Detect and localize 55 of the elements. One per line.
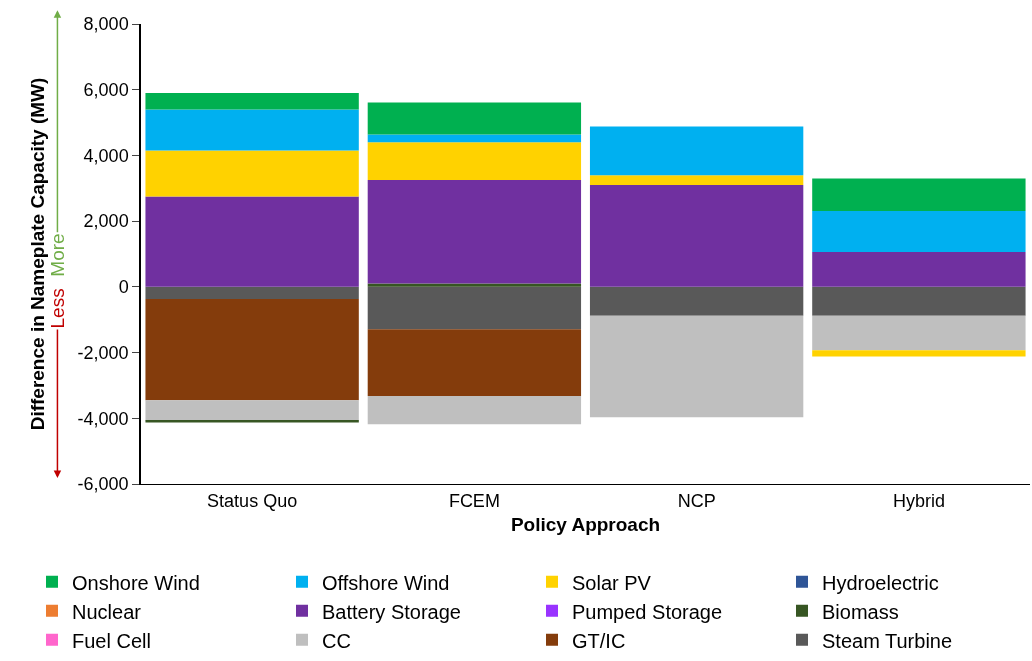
x-tick-label: Status Quo xyxy=(207,490,298,511)
y-tick-label: 8,000 xyxy=(83,14,129,35)
bar xyxy=(367,102,582,135)
x-axis-title: Policy Approach xyxy=(510,514,661,536)
bar xyxy=(589,126,804,176)
bar xyxy=(145,299,359,401)
bar xyxy=(367,283,582,287)
y-axis-title: Difference in Nameplate Capacity (MW) xyxy=(26,77,48,431)
bar xyxy=(145,400,359,421)
bar xyxy=(145,150,359,197)
bar xyxy=(145,109,359,151)
y-tick-label: 4,000 xyxy=(83,145,129,166)
text: More xyxy=(47,233,69,277)
legend-label: Fuel Cell xyxy=(72,629,151,652)
y-tick-label: -2,000 xyxy=(77,342,129,363)
text: Less xyxy=(47,288,69,329)
legend-label: Hydroelectric xyxy=(822,571,939,594)
bar xyxy=(812,350,1026,357)
bar xyxy=(145,93,359,110)
bar xyxy=(589,286,804,316)
legend-label: Pumped Storage xyxy=(572,600,723,623)
legend-label: Solar PV xyxy=(572,571,652,594)
bar xyxy=(812,178,1026,211)
bar xyxy=(589,185,804,287)
legend-label: Battery Storage xyxy=(322,600,461,623)
bar xyxy=(367,134,582,143)
legend-label: Offshore Wind xyxy=(322,571,450,594)
bar xyxy=(145,420,359,423)
bar xyxy=(367,395,582,425)
x-tick-label: FCEM xyxy=(448,490,500,511)
y-tick-label: 2,000 xyxy=(83,211,129,232)
legend-label: Onshore Wind xyxy=(72,571,200,594)
y-tick-label: -6,000 xyxy=(77,474,129,495)
bar xyxy=(367,142,582,181)
x-tick-label: Hybrid xyxy=(892,490,945,511)
y-tick-label: -4,000 xyxy=(77,408,129,429)
legend-label: CC xyxy=(322,629,351,652)
bar xyxy=(367,329,582,396)
legend-label: Nuclear xyxy=(72,600,142,623)
bar xyxy=(145,196,359,287)
x-tick-label: NCP xyxy=(677,490,716,511)
bar xyxy=(589,175,804,185)
bar xyxy=(812,286,1026,316)
legend-label: Biomass xyxy=(822,600,899,623)
y-tick-label: 6,000 xyxy=(83,80,129,101)
bar xyxy=(812,252,1026,287)
bar xyxy=(367,180,582,284)
y-tick-label: 0 xyxy=(118,277,129,298)
bar xyxy=(812,210,1026,253)
legend-label: Steam Turbine xyxy=(822,629,953,652)
bar xyxy=(367,286,582,330)
legend-label: GT/IC xyxy=(572,629,626,652)
bar xyxy=(812,315,1026,351)
bar xyxy=(589,315,804,418)
bar xyxy=(145,286,359,300)
